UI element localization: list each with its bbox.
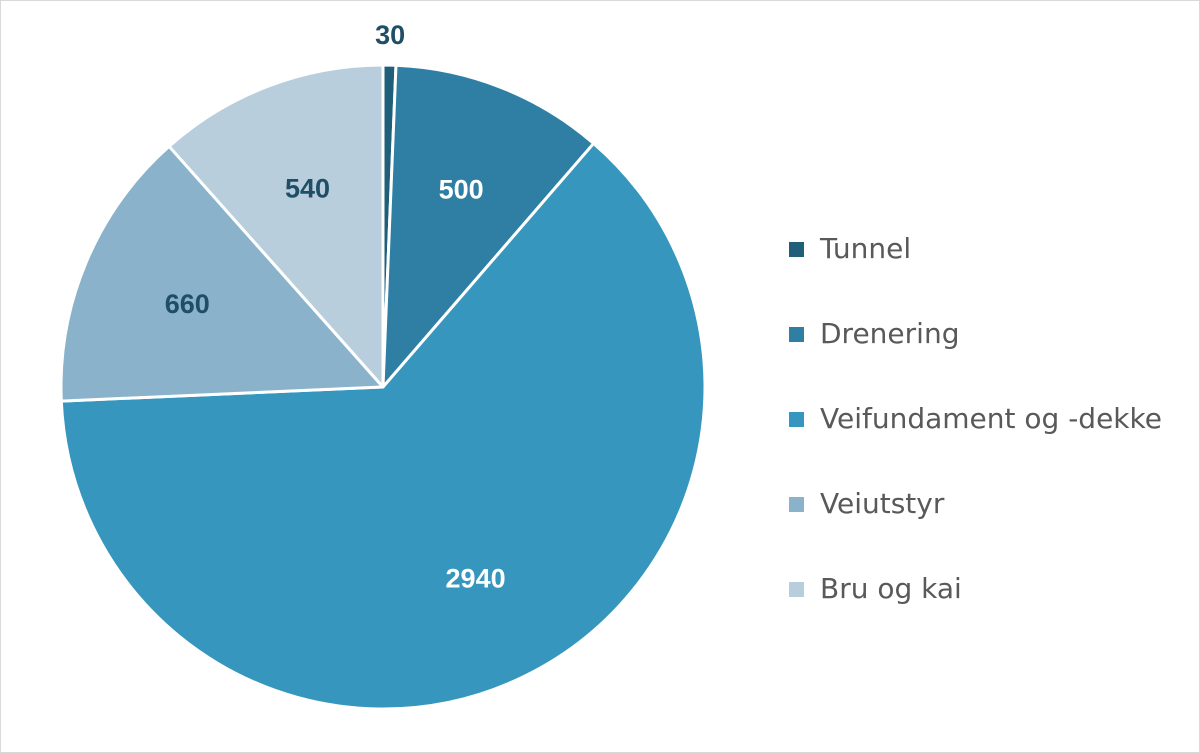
legend-label: Tunnel [820, 232, 912, 265]
legend-swatch [789, 582, 804, 597]
pie-slice-veifundament-og-dekke [59, 141, 707, 711]
pie-slice-drenering [381, 63, 596, 389]
legend-label: Drenering [820, 317, 960, 350]
data-label-tunnel: 30 [375, 20, 405, 50]
data-label-veiutstyr: 660 [165, 289, 210, 319]
legend-item-drenering: Drenering [789, 312, 1162, 397]
data-label-bru-og-kai: 540 [285, 173, 330, 203]
legend-label: Bru og kai [820, 572, 962, 605]
legend-swatch [789, 497, 804, 512]
pie-slice-veiutstyr [59, 144, 385, 403]
legend-label: Veiutstyr [820, 487, 945, 520]
legend-item-bru-og-kai: Bru og kai [789, 567, 1162, 652]
legend-swatch [789, 412, 804, 427]
legend-label: Veifundament og -dekke [820, 402, 1162, 435]
legend-swatch [789, 242, 804, 257]
legend-item-veifundament-og-dekke: Veifundament og -dekke [789, 397, 1162, 482]
data-label-drenering: 500 [439, 174, 484, 204]
legend-item-veiutstyr: Veiutstyr [789, 482, 1162, 567]
legend-item-tunnel: Tunnel [789, 227, 1162, 312]
legend-swatch [789, 327, 804, 342]
data-label-veifundament-og-dekke: 2940 [446, 563, 506, 593]
pie-slice-bru-og-kai [167, 63, 385, 389]
legend: Tunnel Drenering Veifundament og -dekke Vei… [789, 227, 1162, 652]
